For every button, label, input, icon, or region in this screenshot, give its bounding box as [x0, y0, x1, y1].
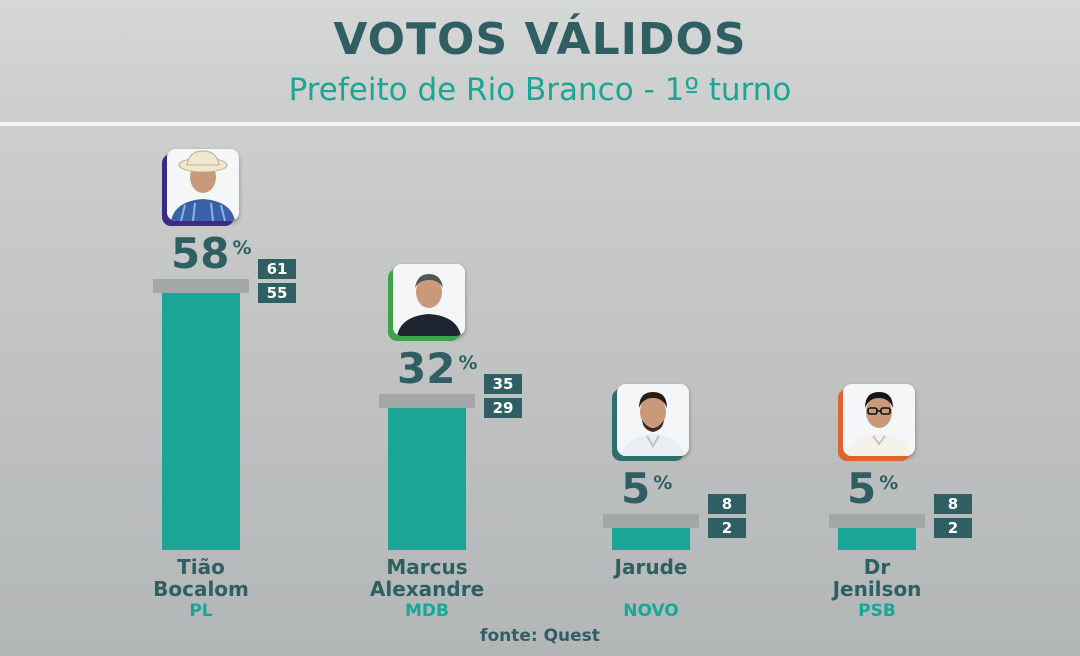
- header-panel: VOTOS VÁLIDOS Prefeito de Rio Branco - 1…: [0, 0, 1080, 122]
- upper-bound-box: 35: [484, 374, 522, 395]
- bar: [612, 527, 690, 550]
- candidate-name-line: Alexandre: [369, 577, 485, 601]
- bar-shadow: [603, 513, 699, 528]
- percent-sign: %: [653, 471, 673, 494]
- lower-bound-box: 2: [934, 517, 972, 538]
- lower-bound-box: 55: [258, 283, 296, 303]
- candidate-party: MDB: [405, 601, 449, 621]
- candidate-name-line: Jenilson: [832, 577, 922, 601]
- percent-label: 58%: [171, 229, 252, 278]
- man-beard-photo-icon: [617, 383, 689, 456]
- candidate-name: Jarude: [566, 556, 736, 578]
- percent-label: 5%: [847, 464, 898, 513]
- bar-shadow: [153, 279, 249, 293]
- upper-bound-box: 61: [258, 259, 296, 279]
- bar: [388, 408, 466, 550]
- bar: [838, 527, 916, 550]
- man-glasses-photo-icon: [843, 383, 915, 456]
- lower-bound-box: 29: [484, 398, 522, 419]
- bar-shadow: [829, 513, 925, 528]
- candidate-name: Tião Bocalom: [116, 556, 286, 600]
- candidate-name-line: Tião: [177, 555, 225, 579]
- candidate-party: NOVO: [623, 601, 679, 621]
- percent-value: 32: [397, 344, 456, 394]
- lower-bound-box: 2: [708, 517, 746, 538]
- candidate-name-line: Marcus: [386, 555, 468, 579]
- candidate-party: PL: [189, 601, 213, 621]
- man-dark-shirt-photo-icon: [393, 264, 465, 337]
- bar-shadow: [379, 394, 475, 409]
- chart-subtitle: Prefeito de Rio Branco - 1º turno: [288, 72, 792, 108]
- percent-label: 5%: [621, 464, 672, 513]
- percent-value: 5: [847, 463, 877, 513]
- candidate-name-line: Bocalom: [153, 577, 249, 601]
- header-divider: [0, 122, 1080, 126]
- percent-value: 5: [621, 463, 651, 513]
- man-with-hat-photo-icon: [167, 149, 239, 221]
- bar: [162, 293, 240, 550]
- candidate-name-line: Jarude: [614, 555, 688, 579]
- candidate-party: PSB: [858, 601, 896, 621]
- candidate-name-line: Dr: [863, 555, 891, 579]
- chart-title: VOTOS VÁLIDOS: [333, 14, 747, 65]
- percent-sign: %: [458, 352, 478, 375]
- percent-label: 32%: [397, 344, 478, 393]
- upper-bound-box: 8: [934, 493, 972, 514]
- source-note: fonte: Quest: [480, 626, 600, 646]
- candidate-name: Marcus Alexandre: [342, 556, 512, 600]
- percent-value: 58: [171, 229, 230, 278]
- candidate-name: Dr Jenilson: [792, 556, 962, 600]
- upper-bound-box: 8: [708, 493, 746, 514]
- percent-sign: %: [879, 471, 899, 494]
- percent-sign: %: [232, 237, 252, 259]
